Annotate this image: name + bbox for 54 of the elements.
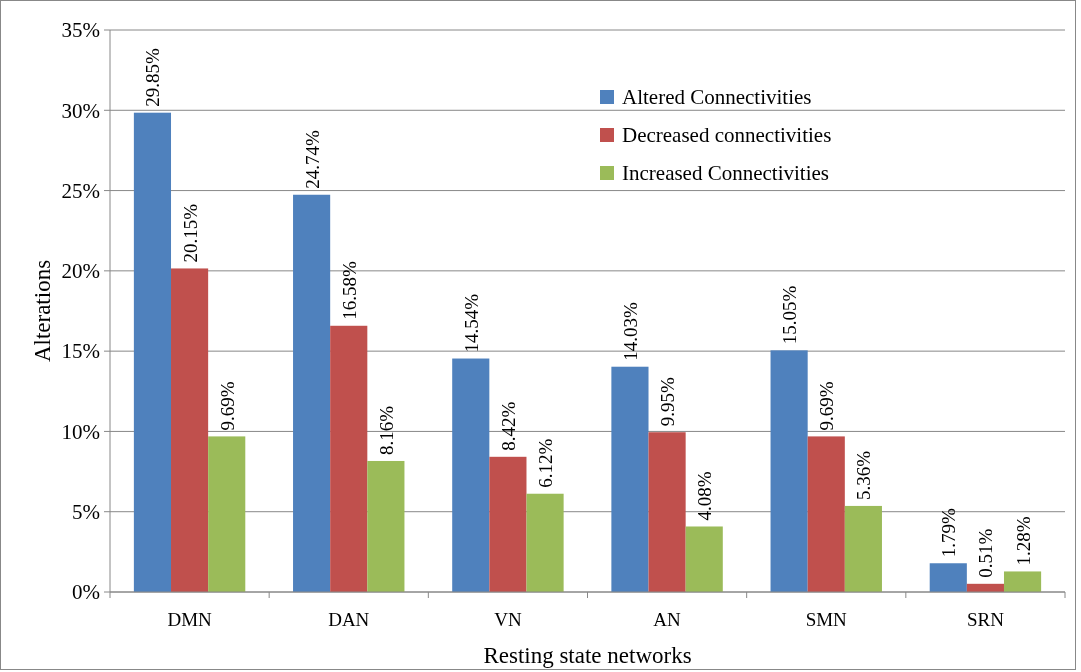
data-label: 14.03% <box>619 301 641 361</box>
data-label: 24.74% <box>301 130 323 189</box>
x-tick-label: SRN <box>966 609 1005 630</box>
legend-label: Altered Connectivities <box>622 85 812 110</box>
data-label: 9.69% <box>216 381 238 431</box>
y-tick-label: 15% <box>61 339 100 364</box>
x-tick-label: SMN <box>805 609 848 630</box>
data-label: 8.42% <box>497 401 519 451</box>
bar <box>330 325 368 592</box>
data-label: 9.95% <box>657 376 679 427</box>
x-tick-label: DMN <box>167 609 213 630</box>
bar <box>611 366 649 592</box>
x-tick-label: AN <box>653 609 682 630</box>
data-label: 5.36% <box>853 450 875 500</box>
y-tick-label: 35% <box>61 18 100 43</box>
data-label: 29.85% <box>142 47 164 107</box>
bar <box>1003 571 1042 592</box>
data-label: 6.12% <box>535 438 557 488</box>
y-tick-label: 0% <box>72 580 100 605</box>
x-axis-title: Resting state networks <box>483 643 692 668</box>
data-label: 9.69% <box>816 381 838 431</box>
bar <box>489 456 527 592</box>
bar <box>367 460 405 592</box>
y-axis-title: Alterations <box>30 259 55 363</box>
y-tick-label: 5% <box>72 500 100 525</box>
data-label: 1.28% <box>1012 516 1034 566</box>
x-tick-label: DAN <box>328 609 370 630</box>
data-label: 1.79% <box>938 508 960 558</box>
data-label: 15.05% <box>779 285 801 345</box>
bar <box>452 358 490 592</box>
bar <box>208 436 246 592</box>
y-tick-label: 25% <box>61 178 100 203</box>
data-label: 14.54% <box>460 293 482 353</box>
bar <box>844 505 882 592</box>
bar <box>293 194 331 592</box>
bar <box>526 493 564 592</box>
data-label: 4.08% <box>694 471 716 521</box>
data-label: 8.16% <box>375 405 397 455</box>
y-tick-label: 10% <box>61 419 100 444</box>
x-tick-label: VN <box>494 609 522 630</box>
y-tick-label: 20% <box>61 259 100 284</box>
bar <box>171 268 209 592</box>
bar <box>685 526 723 592</box>
y-tick-label: 30% <box>61 98 100 123</box>
bar <box>929 563 967 592</box>
bar <box>133 112 172 592</box>
data-label: 20.15% <box>179 203 201 263</box>
bar <box>648 432 686 592</box>
data-label: 0.51% <box>975 528 997 578</box>
data-label: 16.58% <box>338 261 360 320</box>
legend-label: Increased Connectivities <box>622 161 830 186</box>
legend-label: Decreased connectivities <box>622 123 832 148</box>
bar <box>770 350 808 592</box>
bar <box>807 436 845 592</box>
